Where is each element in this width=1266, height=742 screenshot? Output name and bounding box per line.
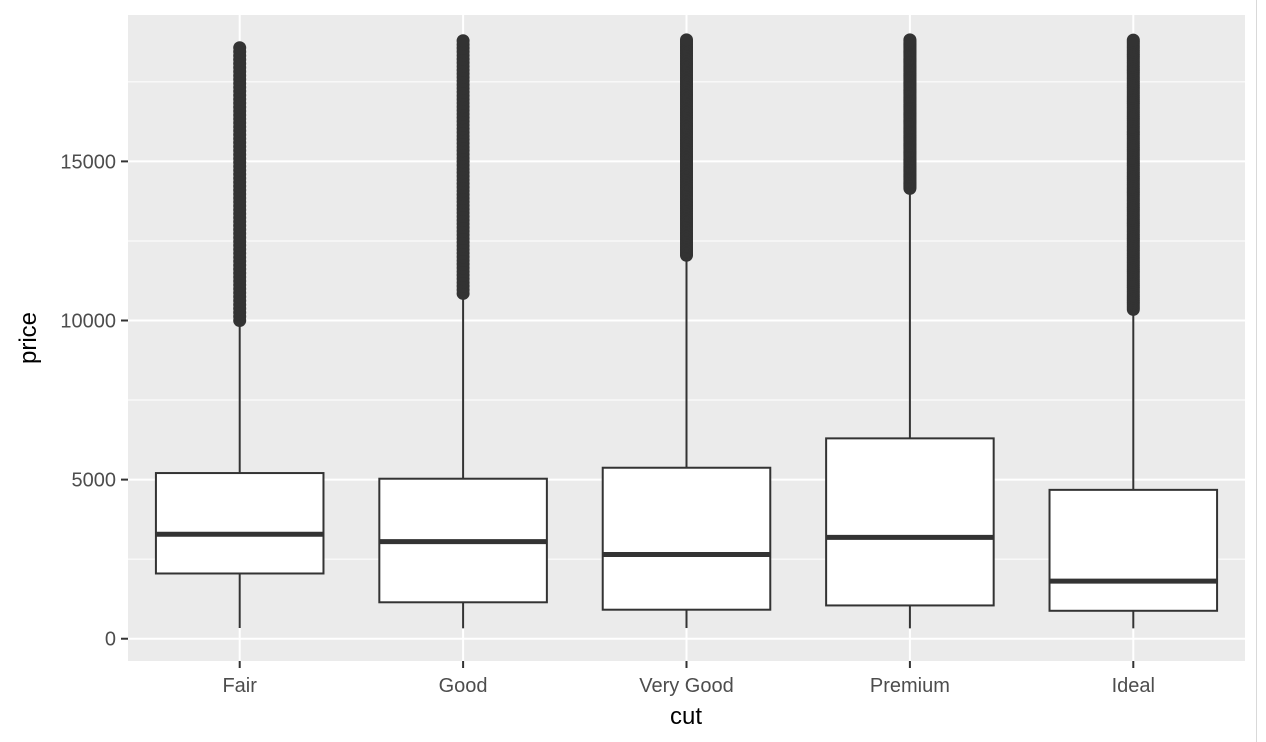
x-tick-label: Ideal	[1112, 675, 1155, 697]
box-very-good	[601, 33, 772, 629]
outlier-point	[903, 33, 917, 47]
x-tick-label: Premium	[870, 675, 950, 697]
axes: 0 5000 10000 15000 Fair Good Very Good Premium I…	[60, 151, 1155, 697]
x-tick-label: Very Good	[639, 675, 734, 697]
outlier-point	[1126, 33, 1140, 47]
outlier-point	[456, 34, 470, 48]
outlier-point	[233, 41, 247, 55]
iqr-box	[825, 437, 995, 607]
iqr-box	[1048, 488, 1219, 612]
y-tick-label: 10000	[60, 310, 116, 332]
outlier-point	[680, 33, 693, 47]
x-axis-title: cut	[670, 703, 702, 730]
box-ideal	[1048, 33, 1219, 629]
window-edge	[1256, 0, 1257, 742]
boxes	[154, 33, 1219, 629]
box-premium	[825, 33, 995, 629]
iqr-box	[154, 472, 325, 575]
iqr-box	[601, 466, 772, 611]
box-good	[378, 34, 548, 629]
box-fair	[154, 41, 325, 628]
x-tick-label: Good	[439, 675, 488, 697]
y-tick-label: 5000	[72, 470, 117, 492]
y-axis-title: price	[15, 312, 42, 364]
y-tick-label: 0	[105, 629, 116, 651]
y-tick-label: 15000	[60, 151, 116, 173]
x-tick-label: Fair	[222, 675, 257, 697]
